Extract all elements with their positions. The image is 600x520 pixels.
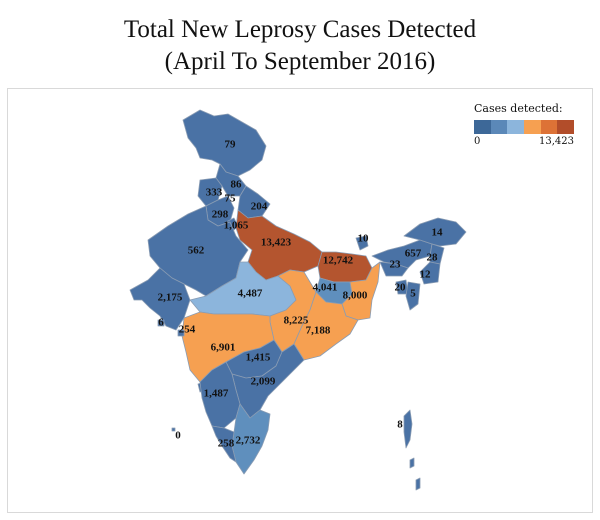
chart-title: Total New Leprosy Cases Detected (April … (0, 14, 600, 78)
label-12742: 12,742 (323, 255, 354, 267)
region-west-bengal[interactable] (341, 261, 381, 321)
label-6901: 6,901 (211, 342, 236, 354)
label-2099: 2,099 (251, 376, 276, 388)
label-79: 79 (225, 139, 237, 151)
label-28: 28 (427, 252, 439, 264)
label-8225: 8,225 (284, 315, 309, 327)
label-5: 5 (410, 288, 416, 300)
region-arunachal[interactable] (403, 217, 467, 247)
label-1487: 1,487 (204, 388, 229, 400)
label-10: 10 (358, 233, 370, 245)
label-204: 204 (251, 201, 268, 213)
label-6: 6 (158, 317, 164, 329)
legend-swatch-3 (507, 120, 525, 134)
label-657: 657 (405, 248, 422, 260)
label-20: 20 (395, 282, 407, 294)
legend-max-label: 13,423 (539, 136, 574, 147)
region-andaman-nicobar[interactable] (403, 409, 413, 449)
label-1415: 1,415 (246, 352, 271, 364)
label-258: 258 (218, 438, 235, 450)
chart-title-line-2: (April To September 2016) (164, 48, 436, 75)
region-meghalaya[interactable] (379, 261, 409, 277)
region-andaman-nicobar-islands-south (409, 457, 421, 491)
legend-swatch-6 (557, 120, 575, 134)
label-298: 298 (212, 209, 229, 221)
region-odisha[interactable] (293, 291, 359, 361)
label-333: 333 (206, 187, 223, 199)
region-jammu-kashmir[interactable] (182, 109, 267, 177)
label-8: 8 (397, 419, 403, 431)
legend-swatch-4 (524, 120, 541, 134)
legend-swatch-1 (474, 120, 491, 134)
map-frame (7, 88, 593, 513)
label-1065: 1,065 (224, 220, 249, 232)
label-2732: 2,732 (236, 435, 261, 447)
legend-min-label: 0 (474, 136, 481, 147)
region-sikkim[interactable] (355, 235, 369, 251)
label-4041: 4,041 (313, 282, 338, 294)
label-0: 0 (175, 430, 181, 442)
label-14: 14 (432, 227, 444, 239)
label-562: 562 (188, 245, 205, 257)
label-13423: 13,423 (261, 237, 292, 249)
label-2175: 2,175 (158, 292, 183, 304)
label-23: 23 (390, 259, 402, 271)
label-86: 86 (231, 179, 243, 191)
region-lakshadweep (171, 427, 176, 432)
legend-range: 0 13,423 (474, 136, 574, 147)
legend: Cases detected: 0 13,423 (474, 102, 575, 147)
legend-swatch-2 (490, 120, 508, 134)
legend-color-scale (474, 120, 575, 134)
label-12: 12 (420, 269, 432, 281)
label-254: 254 (179, 324, 196, 336)
label-75: 75 (225, 193, 237, 205)
region-mizoram[interactable] (405, 281, 421, 311)
region-daman-diu[interactable] (157, 319, 165, 327)
legend-title: Cases detected: (474, 102, 563, 115)
region-dadra-nagar-haveli[interactable] (177, 329, 185, 337)
region-manipur[interactable] (419, 261, 441, 285)
label-4487: 4,487 (238, 288, 263, 300)
region-gujarat[interactable] (129, 267, 191, 331)
region-kerala[interactable] (211, 425, 237, 463)
label-8000: 8,000 (343, 290, 368, 302)
chart-title-line-1: Total New Leprosy Cases Detected (123, 16, 477, 43)
legend-swatch-5 (540, 120, 558, 134)
label-7188: 7,188 (306, 325, 331, 337)
